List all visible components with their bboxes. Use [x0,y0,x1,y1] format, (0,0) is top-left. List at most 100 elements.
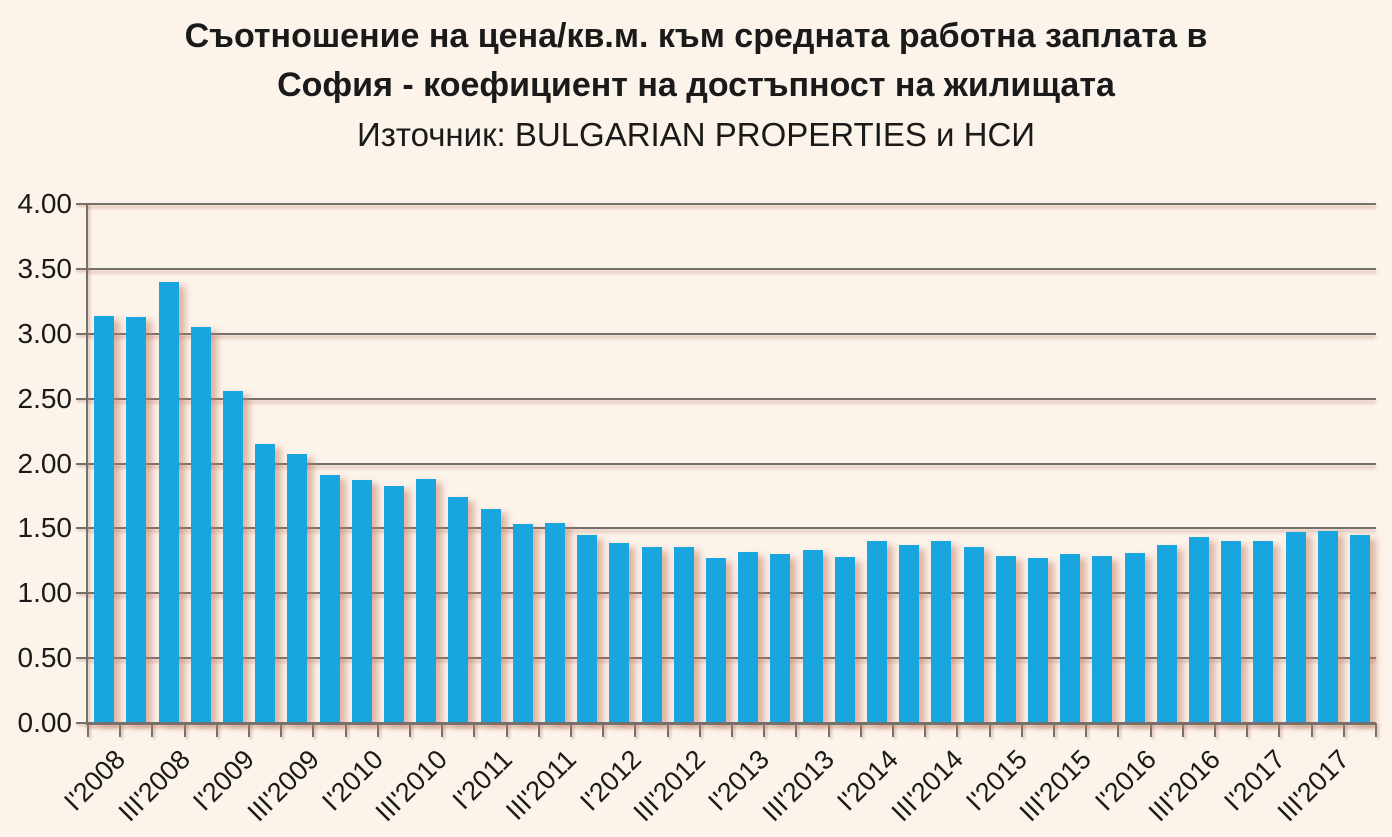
x-axis-tick [1149,723,1152,737]
y-axis-label: 2.00 [17,447,73,479]
x-axis-tick [473,723,476,737]
chart-source-line: Източник: BULGARIAN PROPERTIES и НСИ [357,116,1035,153]
y-axis-label: 1.00 [17,577,73,609]
bar [1092,555,1113,723]
y-axis-label: 1.50 [17,512,73,544]
bar [351,480,372,723]
x-axis-tick [1053,723,1055,737]
x-axis-tick [344,723,347,737]
bar [383,485,404,723]
x-axis-tick [215,723,218,737]
x-axis-tick [1214,723,1216,737]
x-axis-tick [248,723,250,737]
bar [126,316,147,723]
x-axis-line [86,722,1376,725]
y-axis-tick [76,397,88,400]
x-axis-tick [1342,723,1345,737]
x-axis-label: III'2012 [627,744,711,828]
y-axis-label: 3.00 [17,317,73,349]
x-axis-tick [1310,723,1313,737]
x-axis-tick [859,723,862,737]
gridline [88,267,1376,270]
gridline [88,657,1376,660]
x-axis-label: III'2013 [756,744,840,828]
bar [1349,534,1370,723]
x-axis-tick [1375,723,1377,737]
x-axis-label: III'2010 [370,744,454,828]
x-axis-tick [924,723,927,737]
y-axis-tick [76,462,88,465]
chart-title-block: Съотношение на цена/кв.м. към средната р… [0,12,1392,159]
y-axis-label: 0.00 [17,707,73,738]
bar [770,554,791,723]
gridline [88,462,1376,465]
chart-title-line-2: София - коефициент на достъпност на жили… [277,66,1115,104]
x-axis-tick [537,723,540,737]
bar [577,534,598,723]
x-axis-tick [892,723,894,737]
x-axis-tick [1117,723,1120,737]
x-axis-tick [988,723,991,737]
y-axis-tick [76,592,88,595]
y-axis-label: 0.50 [17,642,73,674]
x-axis-tick [119,723,122,737]
bar [609,542,630,723]
bar [738,551,759,723]
bar [1027,558,1048,723]
bar [705,558,726,723]
bar [931,541,952,723]
y-axis-label: 2.50 [17,382,73,414]
x-axis-tick [602,723,605,737]
gridline [88,203,1376,205]
x-axis-tick [1246,723,1249,737]
x-axis-label: III'2011 [500,744,583,826]
x-axis-tick [698,723,701,737]
bar [1060,554,1081,723]
x-axis-label: III'2015 [1014,744,1098,828]
bar [287,454,308,723]
x-axis-label: III'2017 [1271,744,1355,828]
x-axis-tick [183,723,186,737]
bar [673,546,694,723]
x-axis-tick [1278,723,1281,737]
bar [1285,532,1306,723]
bar [94,315,115,723]
bar [1156,545,1177,723]
bar [802,550,823,723]
bar [448,497,469,723]
x-axis-tick [731,723,733,737]
y-axis-tick [76,267,88,270]
bar [963,546,984,723]
y-axis-label: 4.00 [17,188,73,219]
bar [255,444,276,723]
x-axis-tick [280,723,283,737]
x-axis-tick [376,723,379,737]
chart-title-line-1: Съотношение на цена/кв.м. към средната р… [184,17,1208,55]
bar [1124,553,1145,723]
gridline [88,332,1376,335]
y-axis-tick [76,722,88,724]
y-axis-tick [76,332,88,335]
x-axis-tick [956,723,959,737]
bar [512,524,533,723]
x-axis-tick [151,723,154,737]
bar [866,541,887,723]
bar [995,555,1016,723]
gridline [88,397,1376,400]
y-axis-line [86,204,88,723]
bar [480,508,501,723]
x-axis-tick [505,723,508,737]
bar [1221,541,1242,723]
x-axis-label: III'2016 [1142,744,1227,828]
bar [834,556,855,723]
bar [190,327,211,723]
bar [416,479,437,723]
x-axis-tick [441,723,444,737]
y-axis-tick [76,657,88,660]
x-axis-tick [827,723,830,737]
x-axis-tick [312,723,315,737]
gridline [88,592,1376,595]
x-axis-tick [634,723,637,737]
